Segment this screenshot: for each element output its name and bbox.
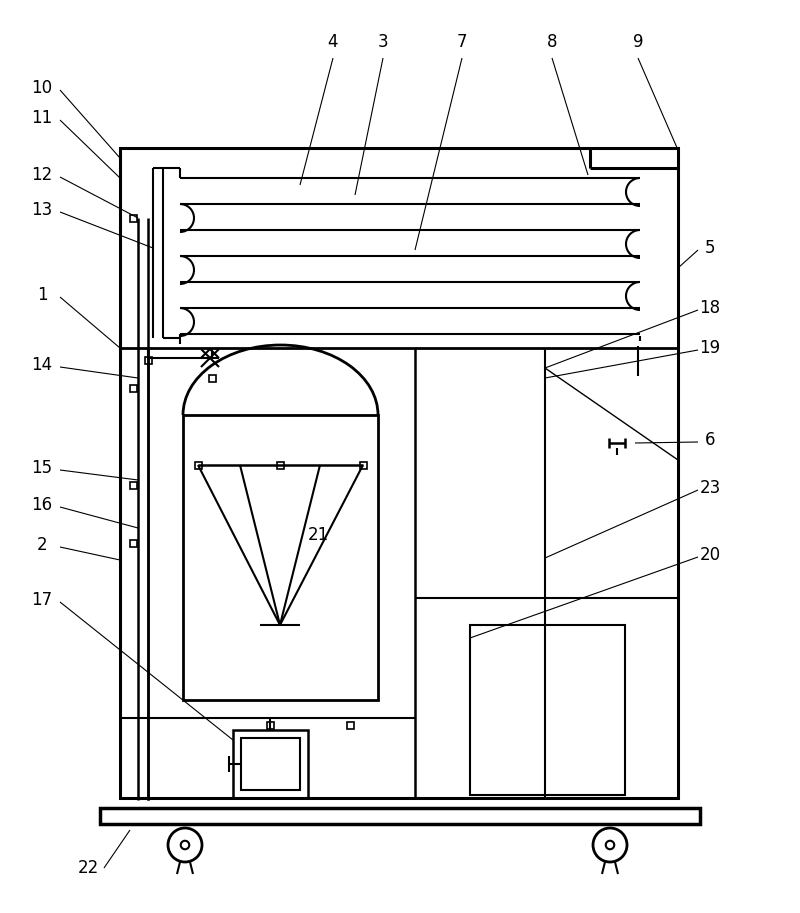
Bar xyxy=(266,721,274,729)
Text: 9: 9 xyxy=(633,33,643,51)
Bar xyxy=(359,461,366,468)
Circle shape xyxy=(181,841,190,849)
Text: 22: 22 xyxy=(78,859,98,877)
Text: 14: 14 xyxy=(31,356,53,374)
Bar xyxy=(145,356,151,363)
Text: 21: 21 xyxy=(307,526,329,544)
Text: 11: 11 xyxy=(31,109,53,127)
Bar xyxy=(241,738,300,790)
Text: 17: 17 xyxy=(31,591,53,609)
Bar xyxy=(130,215,137,222)
Text: 1: 1 xyxy=(37,286,47,304)
Text: 8: 8 xyxy=(546,33,558,51)
Bar xyxy=(183,415,378,700)
Text: 20: 20 xyxy=(699,546,721,564)
Text: 7: 7 xyxy=(457,33,467,51)
Bar xyxy=(130,481,137,488)
Bar xyxy=(233,730,308,798)
Text: 6: 6 xyxy=(705,431,715,449)
Circle shape xyxy=(606,841,614,849)
Text: 3: 3 xyxy=(378,33,388,51)
Text: 5: 5 xyxy=(705,239,715,257)
Bar xyxy=(130,384,137,392)
Text: 13: 13 xyxy=(31,201,53,219)
Bar xyxy=(130,540,137,547)
Bar xyxy=(277,461,283,468)
Text: 15: 15 xyxy=(31,459,53,477)
Text: 23: 23 xyxy=(699,479,721,497)
Text: 10: 10 xyxy=(31,79,53,97)
Text: 2: 2 xyxy=(37,536,47,554)
Bar xyxy=(470,625,625,795)
Bar xyxy=(209,374,215,382)
Bar xyxy=(346,721,354,729)
Text: 18: 18 xyxy=(699,299,721,317)
Text: 4: 4 xyxy=(328,33,338,51)
Bar xyxy=(120,148,678,798)
Text: 19: 19 xyxy=(699,339,721,357)
Bar xyxy=(194,461,202,468)
Text: 12: 12 xyxy=(31,166,53,184)
Text: 16: 16 xyxy=(31,496,53,514)
Bar xyxy=(100,808,700,824)
